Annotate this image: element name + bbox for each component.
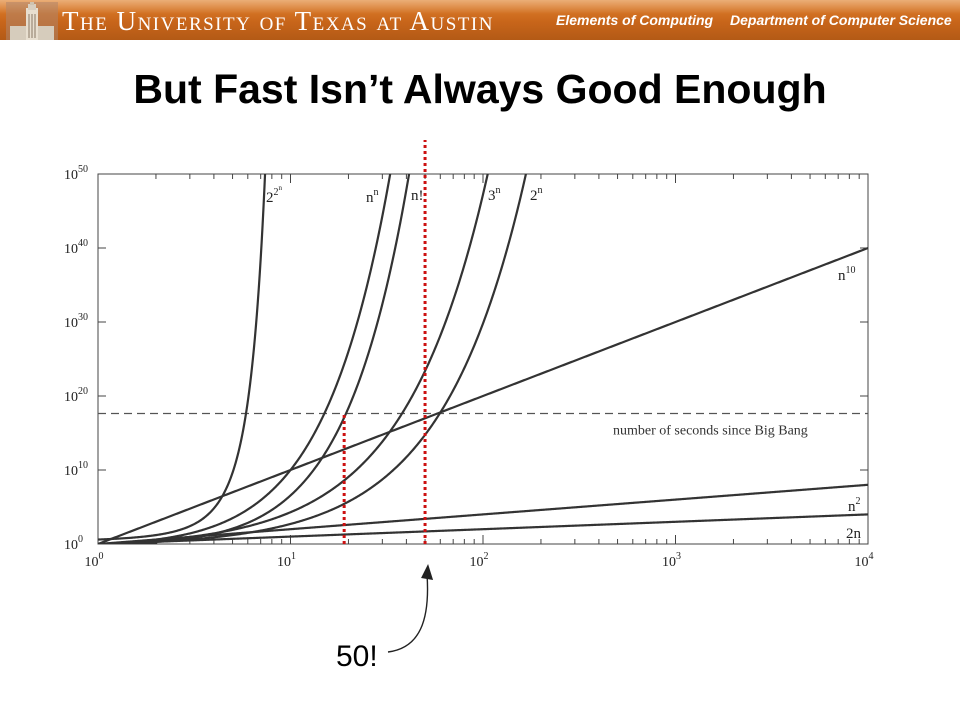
y-tick-label: 100 bbox=[64, 534, 83, 553]
curve-2n bbox=[98, 174, 528, 544]
header-banner: The University of Texas at Austin Elemen… bbox=[0, 0, 960, 40]
y-tick-exponent: 40 bbox=[78, 238, 88, 249]
ut-tower-logo-icon bbox=[6, 2, 58, 40]
y-tick-label: 1040 bbox=[64, 238, 88, 257]
series-label: 3n bbox=[488, 185, 501, 204]
y-tick-exponent: 0 bbox=[78, 534, 83, 545]
series-label-exponent: n bbox=[496, 185, 501, 196]
x-tick-exponent: 4 bbox=[869, 551, 874, 562]
callout-label: 50! bbox=[336, 640, 378, 673]
series-label-exponent-2: n bbox=[279, 184, 283, 192]
series-label-exponent: n bbox=[374, 187, 379, 198]
x-tick-label: 102 bbox=[470, 551, 489, 570]
y-tick-label: 1030 bbox=[64, 312, 88, 331]
curve-22n bbox=[98, 174, 267, 541]
university-name: The University of Texas at Austin bbox=[62, 6, 494, 36]
x-tick-exponent: 0 bbox=[99, 551, 104, 562]
series-label-exponent: n bbox=[538, 185, 543, 196]
plot-frame bbox=[97, 173, 869, 545]
x-tick-exponent: 3 bbox=[676, 551, 681, 562]
series-label: n10 bbox=[838, 265, 856, 284]
series-label: n2 bbox=[848, 496, 861, 515]
series-label: n! bbox=[411, 188, 424, 204]
x-tick-exponent: 2 bbox=[484, 551, 489, 562]
banner-shine bbox=[0, 0, 960, 14]
series-label: 2n bbox=[530, 185, 543, 204]
curve-3n bbox=[98, 174, 489, 544]
series-label: 22n bbox=[266, 184, 283, 206]
y-tick-exponent: 50 bbox=[78, 164, 88, 175]
y-tick-exponent: 10 bbox=[78, 460, 88, 471]
y-tick-label: 1010 bbox=[64, 460, 88, 479]
series-label: 2n bbox=[846, 526, 862, 542]
series-label-exponent: 2 bbox=[856, 496, 861, 507]
curve-n bbox=[98, 174, 411, 544]
callout-arrowhead bbox=[421, 564, 434, 580]
curve-2n bbox=[98, 513, 868, 544]
y-tick-exponent: 20 bbox=[78, 386, 88, 397]
curves-group bbox=[98, 174, 868, 544]
series-label-exponent: 10 bbox=[846, 265, 856, 276]
big-bang-label: number of seconds since Big Bang bbox=[613, 424, 808, 439]
slide-title: But Fast Isn’t Always Good Enough bbox=[133, 66, 827, 112]
x-tick-label: 104 bbox=[855, 551, 874, 570]
series-label-exponent: 2 bbox=[274, 187, 279, 198]
y-tick-label: 1050 bbox=[64, 164, 88, 183]
x-tick-label: 100 bbox=[85, 551, 104, 570]
course-name: Elements of Computing bbox=[556, 12, 714, 28]
callout-arrow bbox=[387, 574, 429, 653]
x-tick-exponent: 1 bbox=[291, 551, 296, 562]
y-tick-exponent: 30 bbox=[78, 312, 88, 323]
department-name: Department of Computer Science bbox=[730, 12, 952, 28]
curve-n10 bbox=[98, 246, 868, 544]
x-tick-label: 103 bbox=[662, 551, 681, 570]
y-tick-label: 1020 bbox=[64, 386, 88, 405]
x-tick-label: 101 bbox=[277, 551, 296, 570]
curve-n2 bbox=[98, 483, 868, 544]
series-label: nn bbox=[366, 187, 379, 206]
